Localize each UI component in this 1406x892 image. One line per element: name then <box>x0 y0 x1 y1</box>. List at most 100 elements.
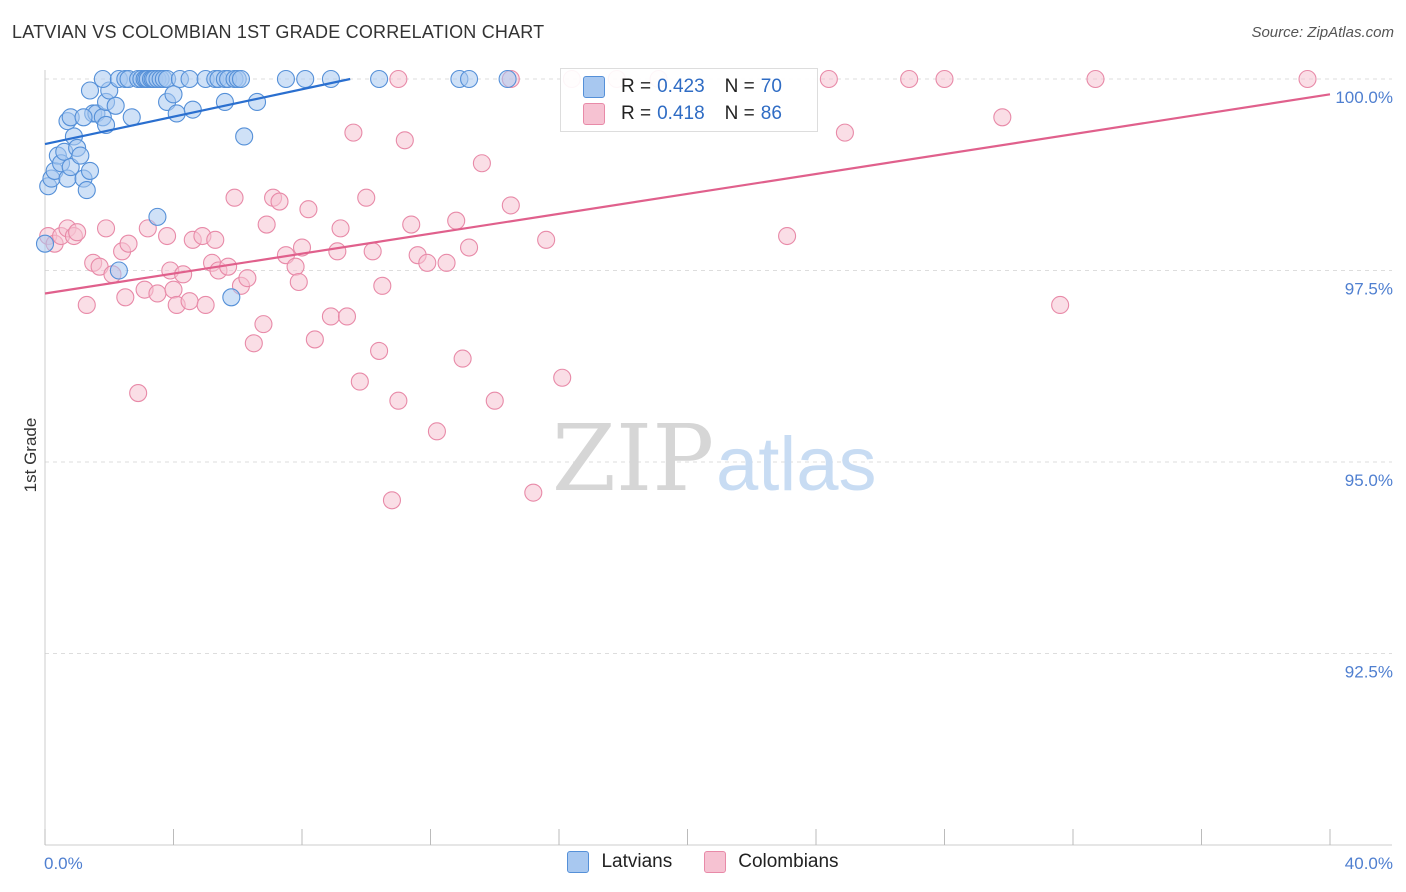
colombian-point <box>524 483 543 502</box>
latvian-point <box>296 69 315 89</box>
legend-row-latvians: R = 0.423 N = 70 <box>583 74 782 100</box>
latvian-point <box>93 69 112 89</box>
legend-item-colombians[interactable]: Colombians <box>704 851 839 873</box>
watermark: ZIP atlas <box>552 405 877 512</box>
colombian-point <box>129 384 148 403</box>
latvian-point <box>35 234 55 253</box>
colombian-point <box>158 226 177 246</box>
latvian-r-label: R = <box>621 76 652 97</box>
latvian-point <box>80 81 100 100</box>
colombian-point <box>286 257 305 276</box>
latvian-point <box>222 288 241 307</box>
colombian-point <box>900 69 919 89</box>
colombian-point <box>418 253 437 272</box>
watermark-atlas: atlas <box>716 422 877 507</box>
colombian-point <box>180 292 199 311</box>
colombian-point <box>402 215 421 234</box>
colombian-point <box>447 211 466 230</box>
latvian-point <box>80 161 100 180</box>
y-tick-label: 97.5% <box>1345 280 1393 299</box>
colombian-point <box>389 391 408 410</box>
y-axis-title: 1st Grade <box>21 418 40 493</box>
latvian-point <box>74 108 93 127</box>
latvian-point <box>235 127 254 146</box>
latvian-point <box>71 146 90 165</box>
colombian-point <box>77 295 96 315</box>
latvian-point <box>183 100 202 119</box>
colombian-legend-swatch <box>704 851 727 873</box>
legend-row-colombians: R = 0.418 N = 86 <box>583 101 782 127</box>
latvian-legend-label: Latvians <box>601 851 673 872</box>
latvian-trend-line <box>44 77 351 146</box>
colombian-point <box>389 69 408 89</box>
colombian-point <box>1051 295 1070 315</box>
legend-item-latvians[interactable]: Latvians <box>567 851 672 873</box>
colombian-point <box>1298 69 1317 89</box>
colombian-point <box>305 330 324 349</box>
colombian-point <box>453 349 472 368</box>
colombian-point <box>299 200 318 219</box>
colombian-n-label: N = <box>724 103 755 124</box>
latvian-point <box>180 69 199 89</box>
latvian-point <box>106 96 125 115</box>
correlation-legend: R = 0.423 N = 70 R = 0.418 N = 86 <box>560 68 818 132</box>
watermark-zip: ZIP <box>552 405 714 512</box>
colombian-point <box>370 341 389 360</box>
colombian-point <box>254 315 273 334</box>
colombian-point <box>373 276 392 295</box>
latvian-point <box>231 69 251 89</box>
colombian-point <box>119 234 138 253</box>
colombian-point <box>257 215 276 234</box>
colombian-point <box>778 226 797 246</box>
colombian-point <box>225 188 244 207</box>
colombian-point <box>537 230 556 249</box>
colombian-point <box>819 69 838 89</box>
colombian-point <box>331 219 350 238</box>
colombian-point <box>993 108 1012 127</box>
latvian-point <box>276 69 295 89</box>
colombian-point <box>328 242 347 261</box>
colombian-legend-label: Colombians <box>738 851 839 872</box>
colombian-point <box>96 219 116 238</box>
x-tick-label-min: 0.0% <box>44 854 83 873</box>
colombian-point <box>244 334 263 353</box>
latvian-n-label: N = <box>724 76 755 97</box>
colombian-point <box>1086 69 1105 89</box>
trend-lines <box>44 77 1331 295</box>
colombian-point <box>935 69 954 89</box>
colombian-point <box>382 491 402 510</box>
x-tick-label-max: 40.0% <box>1345 854 1393 873</box>
colombian-point <box>835 123 854 142</box>
gridlines <box>45 78 1392 654</box>
colombian-point <box>437 253 456 272</box>
latvian-swatch <box>583 76 605 98</box>
colombian-trend-line <box>44 93 1331 295</box>
colombian-point <box>148 284 167 303</box>
y-tick-label: 100.0% <box>1335 88 1393 107</box>
colombian-point <box>164 280 183 299</box>
colombian-point <box>116 288 135 307</box>
colombian-point <box>206 230 225 249</box>
latvian-point <box>164 85 183 104</box>
latvian-point <box>148 207 167 226</box>
colombian-r-label: R = <box>621 103 652 124</box>
latvian-point <box>247 92 267 112</box>
colombian-point <box>238 269 257 288</box>
series-legend: Latvians Colombians <box>0 851 1406 873</box>
colombian-point <box>196 295 215 315</box>
axis-labels: 100.0% 97.5% 95.0% 92.5% 0.0% 40.0% 1st Grade <box>21 88 1393 873</box>
colombian-point <box>501 196 520 215</box>
colombian-swatch <box>583 103 605 125</box>
colombian-point <box>553 368 572 387</box>
source-credit: Source: ZipAtlas.com <box>1251 24 1394 41</box>
colombian-point <box>395 131 414 150</box>
colombian-point <box>337 307 357 326</box>
latvian-legend-swatch <box>567 851 590 873</box>
latvian-r-value: 0.423 <box>657 76 705 97</box>
latvian-point <box>370 69 389 89</box>
latvian-n-value: 70 <box>760 76 782 97</box>
colombian-point <box>485 391 504 410</box>
colombian-point <box>68 223 87 242</box>
colombian-point <box>459 238 479 257</box>
